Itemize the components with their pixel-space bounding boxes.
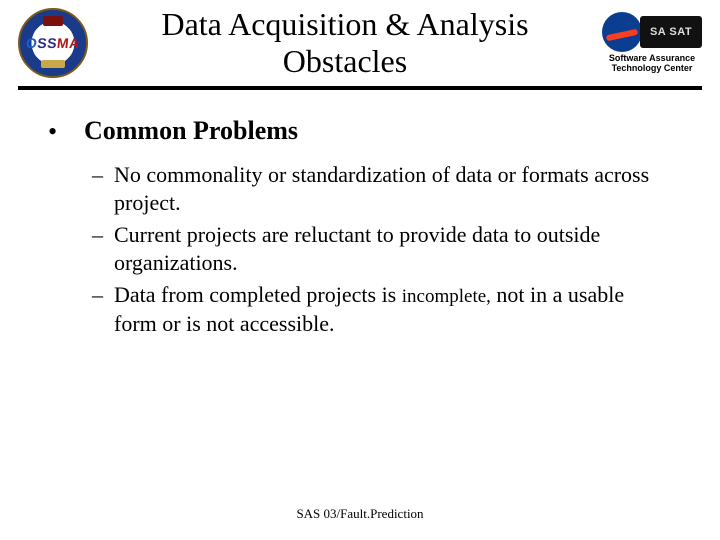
slide-footer: SAS 03/Fault.Prediction [0,506,720,522]
slide-body: • Common Problems –No commonality or sta… [0,90,720,338]
header: OSSMA Data Acquisition & Analysis Obstac… [0,0,720,80]
sub-bullet-item: –Current projects are reluctant to provi… [92,221,672,277]
bullet-heading: Common Problems [84,116,298,147]
logo-right-caption: Software Assurance Technology Center [609,54,695,74]
logo-caption-line2: Technology Center [612,63,693,73]
sub-bullet-item: –No commonality or standardization of da… [92,161,672,217]
dash-icon: – [92,161,114,217]
dash-icon: – [92,281,114,337]
title-line-2: Obstacles [283,43,407,79]
bullet-dot-icon: • [48,116,72,147]
title-wrap: Data Acquisition & Analysis Obstacles [88,6,602,80]
ossma-char-a: A [68,35,80,51]
logo-right: SA SAT Software Assurance Technology Cen… [602,12,702,74]
dash-icon: – [92,221,114,277]
bullet-level-1: • Common Problems [48,116,672,147]
title-line-1: Data Acquisition & Analysis [161,6,528,42]
sa-box: SA SAT [640,16,702,48]
slide: OSSMA Data Acquisition & Analysis Obstac… [0,0,720,540]
slide-title: Data Acquisition & Analysis Obstacles [88,6,602,80]
nasa-meatball-icon [602,12,642,52]
sub-bullet-text: Current projects are reluctant to provid… [114,221,672,277]
logo-caption-line1: Software Assurance [609,53,695,63]
nasa-sa-logo-icon: SA SAT [602,12,702,52]
ossma-badge-icon: OSSMA [18,8,88,78]
sub-bullet-text: No commonality or standardization of dat… [114,161,672,217]
ossma-text: OSSMA [25,35,81,51]
logo-left: OSSMA [18,8,88,78]
sub-bullet-text: Data from completed projects is incomple… [114,281,672,337]
sa-text: SA SAT [650,26,692,38]
sub-bullet-list: –No commonality or standardization of da… [92,161,672,338]
sub-bullet-item: –Data from completed projects is incompl… [92,281,672,337]
